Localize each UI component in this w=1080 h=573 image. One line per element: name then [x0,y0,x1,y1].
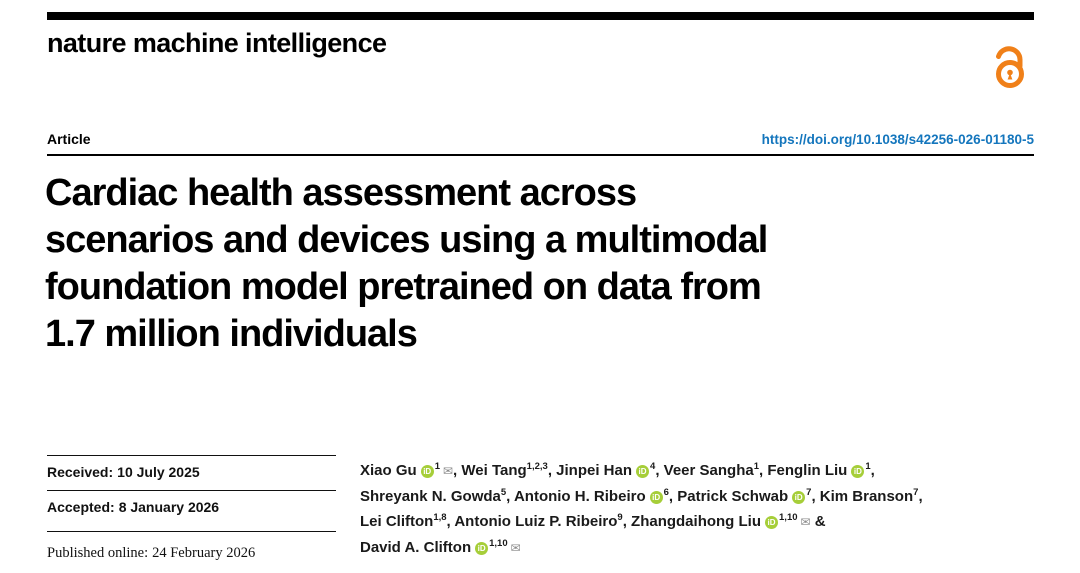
author: Wei Tang1,2,3, [461,462,556,479]
accepted-value: 8 January 2026 [118,499,220,515]
open-access-icon [996,46,1024,88]
author-name: Patrick Schwab [677,488,789,505]
doi-link[interactable]: https://doi.org/10.1038/s42256-026-01180… [761,132,1034,147]
author-name: Veer Sangha [663,462,754,479]
author-name: Fenglin Liu [767,462,848,479]
accepted-label: Accepted: [47,499,115,515]
author-affiliation-superscript: 1,10 [779,512,798,523]
published-value: 24 February 2026 [152,545,256,561]
received-value: 10 July 2025 [117,464,200,480]
author: Antonio Luiz P. Ribeiro9, [454,513,631,530]
author: Zhangdaihong Liu iD 1,10 ✉ & [631,513,826,530]
author-separator: , [506,488,514,505]
title-line: 1.7 million individuals [45,313,418,355]
orcid-icon[interactable]: iD [765,516,779,529]
published-label: Published online: [47,545,149,561]
masthead-rule [47,12,1034,20]
author-separator: , [622,513,632,530]
author-name: Antonio H. Ribeiro [513,488,646,505]
article-type-label: Article [47,131,91,147]
author: Patrick Schwab iD 7, [677,488,820,505]
email-icon[interactable]: ✉ [442,464,454,478]
author: Veer Sangha1, [664,462,768,479]
author-name: Antonio Luiz P. Ribeiro [454,513,618,530]
author-name: Xiao Gu [360,462,417,479]
author-separator: , [547,462,557,479]
author-separator: , [668,488,678,505]
title-line: foundation model pretrained on data from [45,266,762,308]
email-icon[interactable]: ✉ [800,515,811,529]
author-separator: , [655,462,664,479]
author-affiliation-superscript: 6 [663,487,669,498]
author-separator: , [811,488,820,505]
author-affiliation-superscript: 1,8 [433,512,447,523]
orcid-icon[interactable]: iD [851,465,865,478]
received-label: Received: [47,464,114,480]
author-affiliation-superscript: 7 [913,487,919,498]
author-name: Jinpei Han [556,462,633,479]
author: Lei Clifton1,8, [360,513,454,530]
title-line: scenarios and devices using a multimodal [45,219,768,261]
author-affiliation-superscript: 1 [434,461,440,472]
article-title: Cardiac health assessment across scenari… [45,170,825,358]
author: Jinpei Han iD 4, [556,462,664,479]
author-separator: , [759,462,768,479]
author: Fenglin Liu iD 1, [767,462,874,479]
author-name: Lei Clifton [360,513,434,530]
author-affiliation-superscript: 1,10 [489,538,508,549]
orcid-icon[interactable]: iD [475,542,489,555]
accepted-date-row: Accepted: 8 January 2026 [47,490,336,531]
author-affiliation-superscript: 9 [617,512,623,523]
author-separator: , [870,462,875,479]
orcid-icon[interactable]: iD [636,465,650,478]
orcid-icon[interactable]: iD [792,491,806,504]
published-date-row: Published online: 24 February 2026 [47,531,336,572]
header-divider [47,154,1034,156]
received-date-row: Received: 10 July 2025 [47,455,336,490]
journal-name: nature machine intelligence [47,28,387,58]
email-icon[interactable]: ✉ [510,541,521,555]
orcid-icon[interactable]: iD [649,491,663,504]
author-affiliation-superscript: 1,2,3 [526,461,548,472]
author: Kim Branson7, [820,488,923,505]
author-name: Wei Tang [461,462,527,479]
author-affiliation-superscript: 4 [650,461,656,472]
author: Antonio H. Ribeiro iD 6, [514,488,677,505]
orcid-icon[interactable]: iD [420,465,434,478]
author: David A. Clifton iD 1,10 ✉ [360,539,521,556]
author-affiliation-superscript: 1 [753,461,759,472]
author-separator: & [810,513,826,530]
author-affiliation-superscript: 7 [806,487,812,498]
author-separator: , [918,488,923,505]
author-name: Kim Branson [819,488,914,505]
author: Shreyank N. Gowda5, [360,488,514,505]
article-header-row: Article https://doi.org/10.1038/s42256-0… [47,131,1034,147]
author-affiliation-superscript: 5 [500,487,507,498]
author-name: Zhangdaihong Liu [631,513,762,530]
author-name: David A. Clifton [360,539,472,556]
author-separator: , [446,513,455,530]
article-dates: Received: 10 July 2025 Accepted: 8 January… [47,455,336,572]
author-list: Xiao Gu iD 1 ✉, Wei Tang1,2,3, Jinpei Han iD… [360,458,1050,561]
author-separator: , [453,462,462,479]
title-line: Cardiac health assessment across [45,172,637,214]
author-affiliation-superscript: 1 [865,461,871,472]
author-name: Shreyank N. Gowda [360,488,501,505]
author: Xiao Gu iD 1 ✉, [360,462,461,479]
